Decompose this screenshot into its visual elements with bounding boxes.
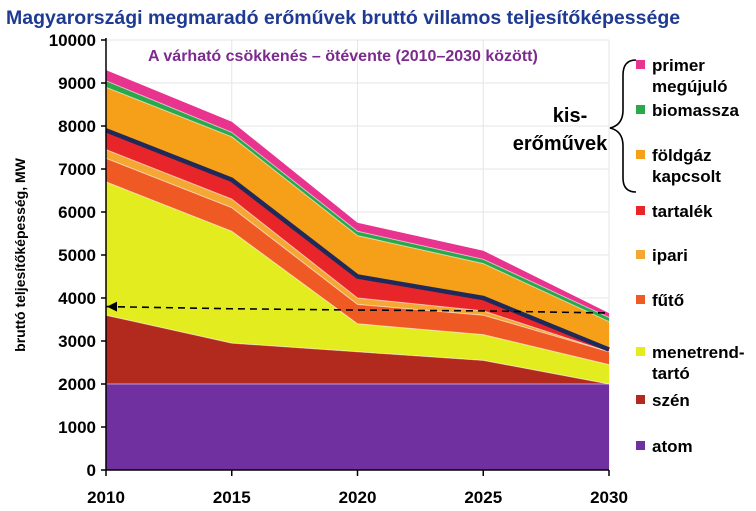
legend-label: földgáz: [652, 146, 712, 165]
x-tick-labels: 2010 2015 2020 2025 2030: [87, 470, 628, 507]
large-plant-total-line: [105, 128, 610, 352]
legend-swatch: [636, 395, 645, 404]
legend-label: tartó: [652, 364, 690, 383]
y-tick-label: 3000: [58, 332, 96, 351]
legend-entry: atom: [636, 437, 693, 456]
legend-label: primer: [652, 56, 705, 75]
legend-entry: földgáz kapcsolt: [636, 146, 721, 186]
x-tick-label: 2015: [213, 488, 251, 507]
y-tick-label: 9000: [58, 74, 96, 93]
legend-label: fűtő: [652, 291, 684, 310]
area-series-ipari: [106, 149, 609, 352]
y-tick-label: 1000: [58, 418, 96, 437]
legend-swatch: [636, 295, 645, 304]
legend-label: biomassza: [652, 101, 739, 120]
series-boundary: [105, 157, 610, 353]
y-tick-label: 6000: [58, 203, 96, 222]
x-tick-label: 2030: [590, 488, 628, 507]
legend-swatch: [636, 441, 645, 450]
series-boundary: [105, 86, 610, 323]
legend: primer megújuló biomassza földgáz kapcsolt ta…: [636, 56, 745, 456]
legend-swatch: [636, 347, 645, 356]
series-boundary: [105, 80, 610, 318]
legend-entry: tartalék: [636, 202, 713, 221]
legend-label: kapcsolt: [652, 167, 721, 186]
series-boundary: [105, 314, 610, 385]
legend-label: menetrend-: [652, 343, 745, 362]
x-tick-label: 2020: [339, 488, 377, 507]
y-tick-label: 5000: [58, 246, 96, 265]
legend-label: tartalék: [652, 202, 713, 221]
area-series-biomassza: [106, 80, 609, 322]
area-series-atom: [106, 384, 609, 470]
brace: [609, 59, 637, 193]
y-tick-label: 4000: [58, 289, 96, 308]
area-series-menetrend-tart-: [106, 181, 609, 384]
series-boundary: [105, 149, 610, 353]
y-tick-label: 0: [87, 461, 96, 480]
legend-entry: menetrend-tartó: [636, 343, 745, 383]
annotation-label: erőművek: [513, 133, 608, 155]
y-tick-label: 2000: [58, 375, 96, 394]
small-plants-annotation: kis-erőművek: [513, 59, 637, 193]
chart-subtitle: A várható csökkenés – ötévente (2010–203…: [148, 48, 538, 65]
legend-label: ipari: [652, 246, 688, 265]
legend-entry: fűtő: [636, 291, 684, 310]
legend-swatch: [636, 250, 645, 259]
legend-label: atom: [652, 437, 693, 456]
reference-arrowhead: [107, 301, 117, 312]
y-axis-label: bruttó teljesítőképesség, MW: [12, 157, 28, 351]
area-series-tartal-k: [106, 130, 609, 352]
y-tick-label: 7000: [58, 160, 96, 179]
legend-swatch: [636, 60, 645, 69]
x-tick-label: 2010: [87, 488, 125, 507]
legend-entry: primer megújuló: [636, 56, 728, 96]
y-tick-labels: 0 1000 2000 3000 4000 5000 6000 7000 8000 9000 100…: [49, 31, 106, 480]
y-tick-label: 8000: [58, 117, 96, 136]
area-series-f-t-: [106, 158, 609, 365]
legend-swatch: [636, 150, 645, 159]
y-tick-label: 10000: [49, 31, 96, 50]
area-series-f-ldg-z-kapcsolt: [106, 87, 609, 350]
annotation-label: kis-: [553, 105, 587, 127]
legend-label: megújuló: [652, 77, 728, 96]
legend-entry: ipari: [636, 246, 688, 265]
legend-swatch: [636, 105, 645, 114]
legend-entry: szén: [636, 391, 690, 410]
legend-entry: biomassza: [636, 101, 739, 120]
chart-title: Magyarországi megmaradó erőművek bruttó …: [6, 7, 680, 29]
x-tick-label: 2025: [464, 488, 502, 507]
series-boundary: [105, 181, 610, 366]
area-series-sz-n: [106, 315, 609, 384]
legend-label: szén: [652, 391, 690, 410]
legend-swatch: [636, 206, 645, 215]
plot-area: [105, 38, 610, 471]
